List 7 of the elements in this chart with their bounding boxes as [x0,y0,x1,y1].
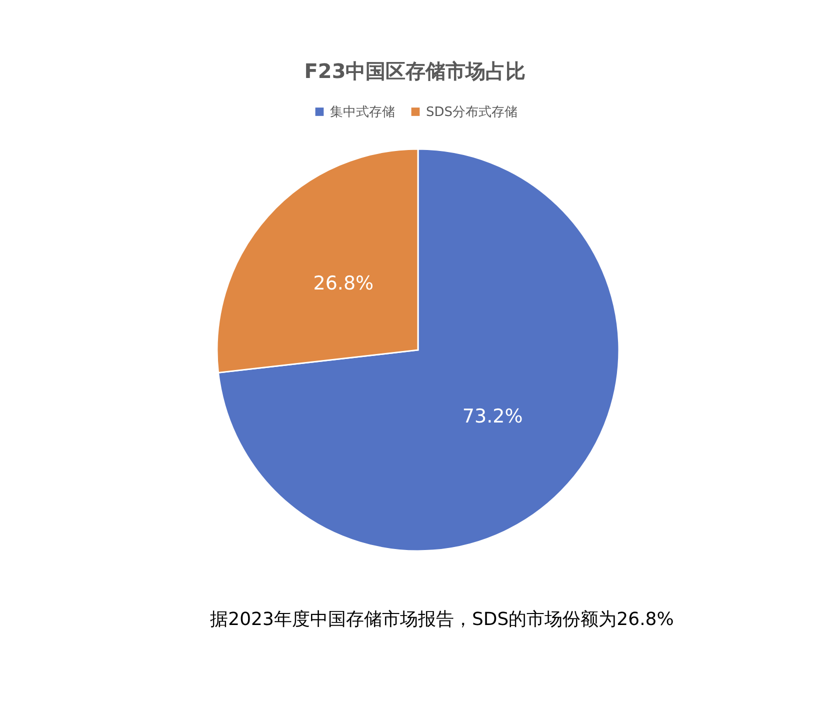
legend-label: SDS分布式存储 [426,104,518,120]
text: 据2023年度中国存储市场报告，SDS的市场份额为26.8% [210,609,674,630]
data-label: 73.2% [462,406,523,428]
pie-slice [218,148,620,552]
chart-title: F23中国区存储市场占比 [304,59,526,83]
legend-label: 集中式存储 [330,104,395,120]
data-label: 26.8% [313,272,374,294]
